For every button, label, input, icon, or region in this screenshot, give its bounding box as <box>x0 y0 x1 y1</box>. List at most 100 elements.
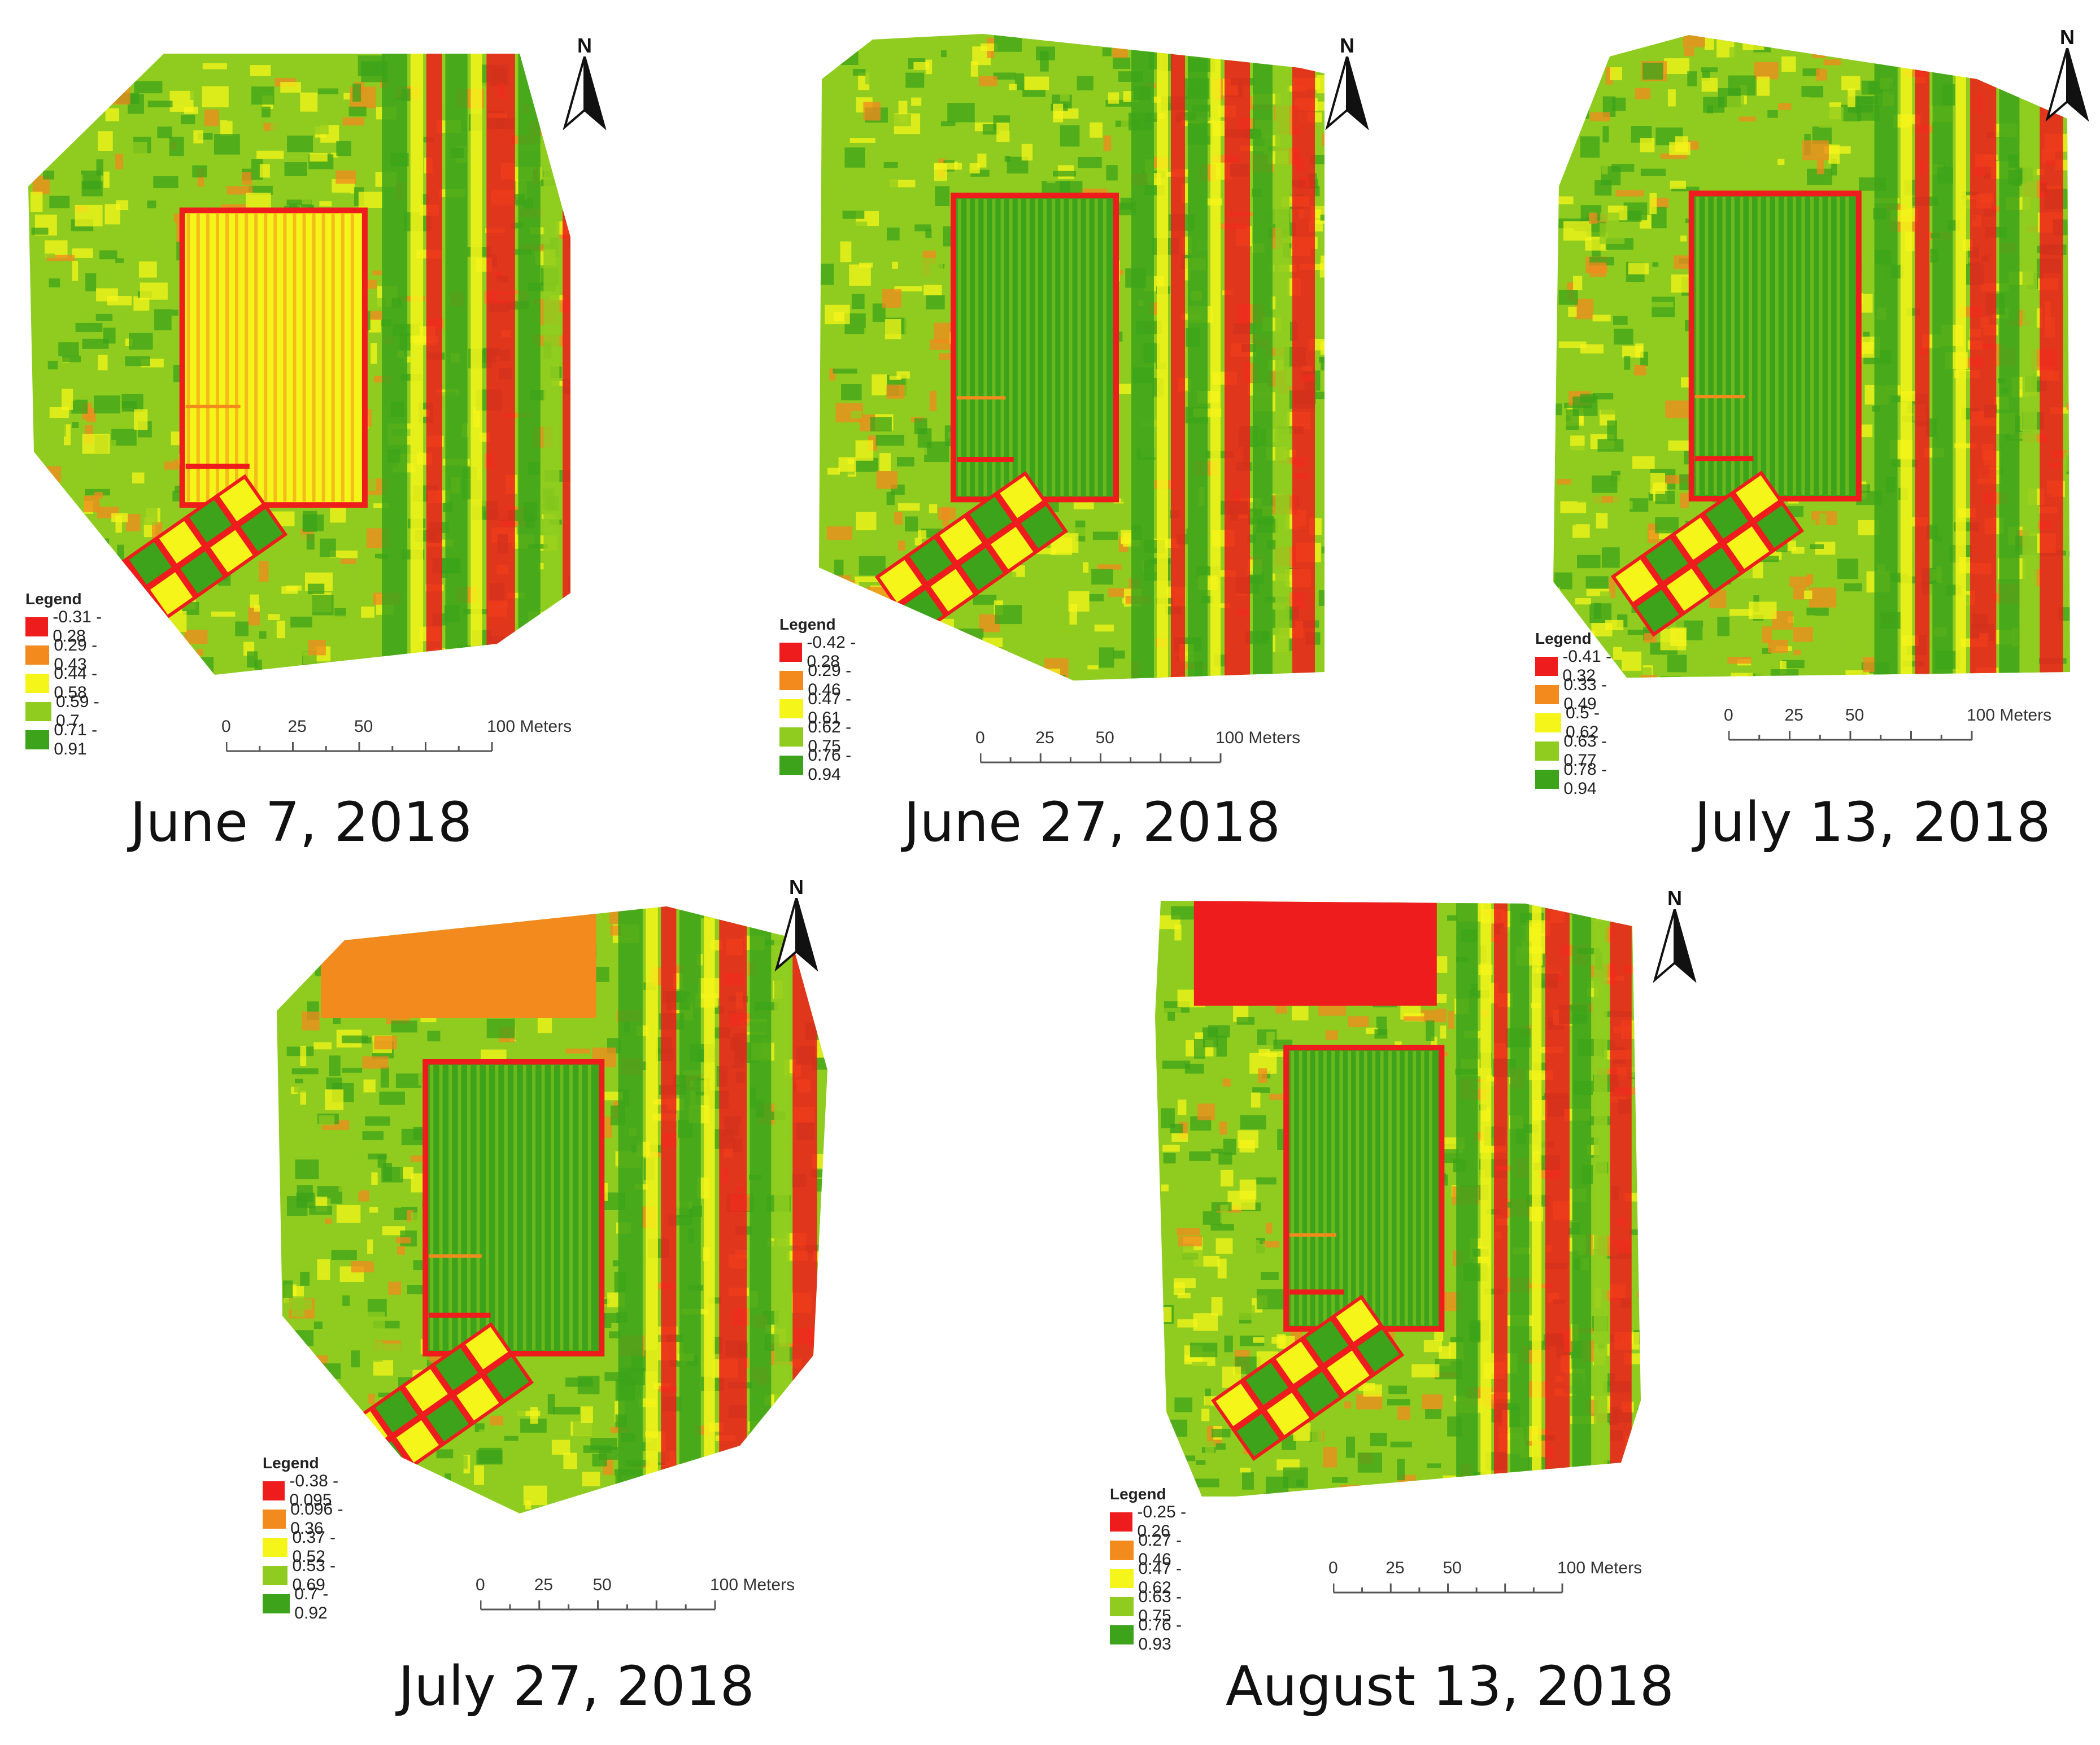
legend-label: 0.47 - 0.61 <box>808 690 852 727</box>
legend-label: 0.29 - 0.43 <box>54 636 98 674</box>
legend-entry: 0.29 - 0.46 <box>779 661 860 699</box>
legend-swatch <box>263 1510 286 1529</box>
legend-label: 0.63 - 0.77 <box>1563 732 1607 770</box>
legend-swatch <box>1535 685 1559 704</box>
legend-swatch <box>779 699 804 718</box>
legend-label: 0.78 - 0.94 <box>1563 760 1607 798</box>
scale-tick-label: 50 <box>1095 728 1114 747</box>
legend-title: Legend <box>25 590 82 608</box>
legend-swatch <box>779 727 804 747</box>
legend-label: 0.7 - 0.92 <box>294 1585 329 1622</box>
legend-entry: 0.47 - 0.61 <box>779 690 860 727</box>
north-label: N <box>1667 887 1682 910</box>
north-arrow-icon: N <box>1649 887 1700 983</box>
legend-entry: 0.53 - 0.69 <box>263 1556 347 1594</box>
north-arrow-icon: N <box>559 34 610 130</box>
scale-tick-label: 0 <box>1328 1559 1338 1577</box>
scale-line <box>1728 731 1973 741</box>
legend-entry: -0.31 - 0.28 <box>25 608 106 645</box>
north-arrow-icon: N <box>1322 34 1373 130</box>
legend-entry: 0.71 - 0.91 <box>25 721 106 758</box>
scale-tick-label: 50 <box>592 1576 612 1594</box>
legend-entry: 0.76 - 0.93 <box>1110 1616 1190 1654</box>
map-legend: Legend -0.31 - 0.28 0.29 - 0.43 0.44 - 0.58… <box>25 590 106 758</box>
legend-entry: 0.37 - 0.52 <box>263 1528 347 1566</box>
legend-swatch <box>1535 713 1562 732</box>
legend-entry: 0.096 - 0.36 <box>263 1500 347 1538</box>
scale-bar: 0 25 50 100 Meters <box>221 717 572 760</box>
legend-label: -0.42 - 0.28 <box>807 633 856 671</box>
map-legend: Legend -0.25 - 0.26 0.27 - 0.46 0.47 - 0.62… <box>1110 1485 1190 1654</box>
legend-label: 0.27 - 0.46 <box>1138 1531 1182 1569</box>
legend-entry: -0.42 - 0.28 <box>779 633 860 671</box>
map-date-caption: June 7, 2018 <box>130 791 472 854</box>
scale-tick-label: 50 <box>1845 706 1864 725</box>
legend-label: 0.76 - 0.94 <box>808 746 852 784</box>
scale-tick-label: 25 <box>287 717 307 736</box>
map-legend: Legend -0.42 - 0.28 0.29 - 0.46 0.47 - 0.61… <box>779 616 860 784</box>
scale-tick-label: 25 <box>1386 1559 1405 1577</box>
map-date-caption: July 13, 2018 <box>1694 791 2051 854</box>
scale-tick-label: 0 <box>1724 706 1733 725</box>
legend-entry: 0.59 - 0.7 <box>25 692 106 730</box>
legend-swatch <box>1110 1541 1134 1560</box>
legend-label: 0.59 - 0.7 <box>56 692 99 730</box>
legend-label: -0.31 - 0.28 <box>53 608 102 645</box>
scale-line <box>480 1600 716 1611</box>
legend-swatch <box>1110 1597 1134 1616</box>
map-date-caption: August 13, 2018 <box>1226 1655 1674 1718</box>
scale-line <box>225 742 493 752</box>
legend-label: 0.5 - 0.62 <box>1566 704 1600 741</box>
legend-swatch <box>1110 1569 1134 1588</box>
legend-entry: 0.76 - 0.94 <box>779 746 860 784</box>
map-legend: Legend -0.38 - 0.095 0.096 - 0.36 0.37 - 0.… <box>263 1454 347 1622</box>
legend-swatch <box>1535 770 1559 789</box>
legend-swatch <box>25 702 52 721</box>
legend-swatch <box>779 643 803 662</box>
legend-swatch <box>1110 1512 1133 1532</box>
scale-bar: 0 25 50 100 Meters <box>1724 706 2051 748</box>
legend-entry: 0.27 - 0.46 <box>1110 1531 1190 1569</box>
legend-swatch <box>1110 1625 1134 1644</box>
legend-label: 0.33 - 0.49 <box>1563 675 1607 713</box>
legend-entry: 0.78 - 0.94 <box>1535 760 1615 798</box>
scale-tick-label: 100 Meters <box>1557 1559 1642 1577</box>
legend-entry: 0.47 - 0.62 <box>1110 1559 1190 1597</box>
north-arrow-icon: N <box>2042 25 2093 121</box>
legend-label: 0.29 - 0.46 <box>808 661 852 699</box>
legend-label: -0.41 - 0.32 <box>1562 647 1612 685</box>
map-date-caption: June 27, 2018 <box>904 791 1281 854</box>
legend-swatch <box>263 1594 290 1613</box>
scale-tick-label: 100 Meters <box>710 1576 795 1594</box>
legend-entry: 0.7 - 0.92 <box>263 1585 347 1622</box>
legend-entry: -0.41 - 0.32 <box>1535 647 1615 685</box>
legend-entry: 0.5 - 0.62 <box>1535 704 1615 741</box>
north-label: N <box>2060 25 2075 49</box>
legend-swatch <box>1535 657 1558 676</box>
scale-tick-label: 0 <box>221 717 231 736</box>
scale-tick-label: 0 <box>476 1576 485 1594</box>
legend-swatch <box>779 671 804 690</box>
legend-swatch <box>25 674 50 693</box>
legend-label: 0.63 - 0.75 <box>1138 1587 1182 1625</box>
scale-tick-label: 25 <box>1035 728 1055 747</box>
map-legend: Legend -0.41 - 0.32 0.33 - 0.49 0.5 - 0.62 0… <box>1535 630 1615 798</box>
legend-label: 0.71 - 0.91 <box>54 721 98 758</box>
north-label: N <box>1340 34 1354 57</box>
scale-bar: 0 25 50 100 Meters <box>975 728 1300 771</box>
legend-label: 0.76 - 0.93 <box>1138 1616 1182 1654</box>
legend-title: Legend <box>779 616 836 633</box>
scale-tick-label: 50 <box>354 717 373 736</box>
legend-label: 0.096 - 0.36 <box>290 1500 343 1538</box>
scale-tick-label: 100 Meters <box>1215 728 1301 747</box>
scale-tick-label: 100 Meters <box>487 717 572 736</box>
legend-swatch <box>25 645 50 665</box>
legend-swatch <box>263 1538 288 1557</box>
scale-bar: 0 25 50 100 Meters <box>476 1576 795 1618</box>
scale-tick-label: 50 <box>1443 1559 1462 1577</box>
scale-tick-label: 25 <box>1784 706 1803 725</box>
